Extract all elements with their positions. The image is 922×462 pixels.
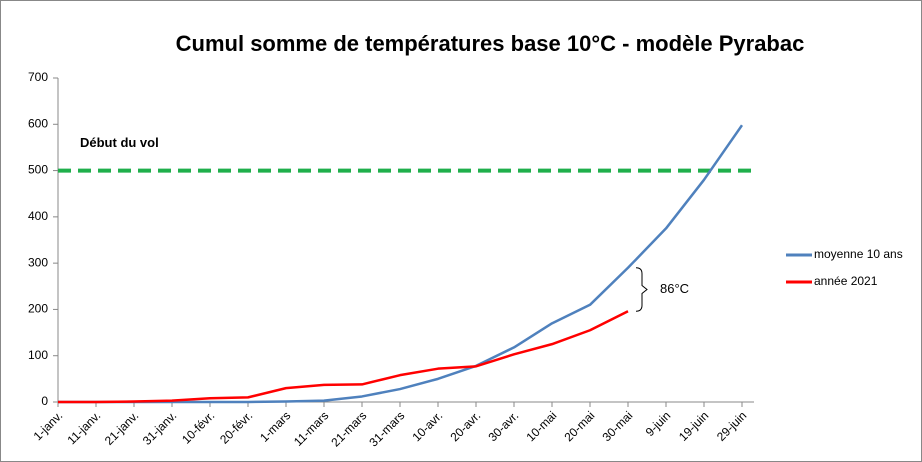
legend-label: année 2021 — [814, 274, 878, 288]
y-tick-label: 200 — [28, 302, 48, 316]
legend-label: moyenne 10 ans — [814, 247, 903, 261]
y-tick-label: 0 — [41, 394, 48, 408]
y-tick-label: 700 — [28, 70, 48, 84]
threshold-label: Début du vol — [80, 135, 159, 150]
y-tick-label: 300 — [28, 255, 48, 269]
y-tick-label: 600 — [28, 116, 48, 130]
series-line — [58, 310, 629, 404]
y-tick-label: 100 — [28, 348, 48, 362]
y-tick-label: 500 — [28, 163, 48, 177]
annotation-bracket — [635, 267, 648, 312]
series-line — [58, 124, 744, 404]
chart-title: Cumul somme de températures base 10°C - … — [176, 31, 805, 56]
annotation: 86°C — [660, 281, 689, 296]
y-tick-label: 400 — [28, 209, 48, 223]
